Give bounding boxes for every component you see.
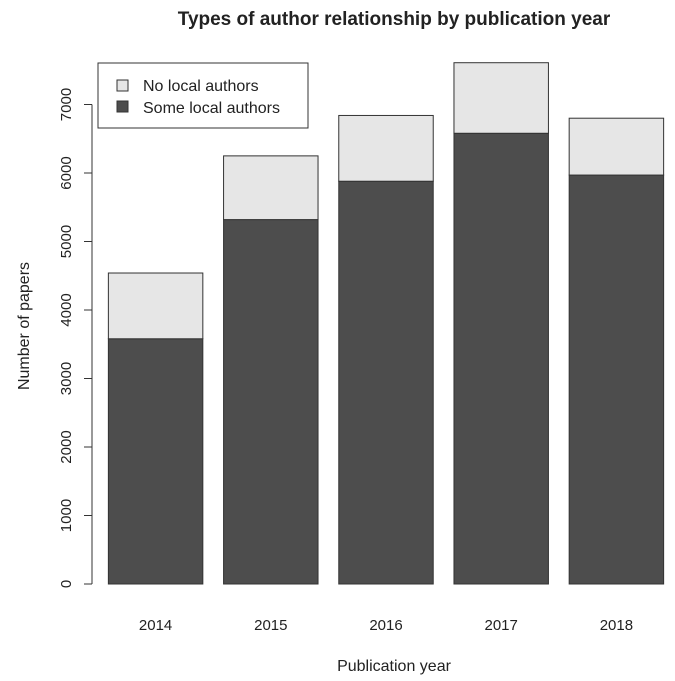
- bar-2017-some-local: [453, 132, 549, 585]
- y-axis-tick-label: 4000: [58, 293, 75, 326]
- legend-label-no-local: No local authors: [143, 78, 259, 95]
- bar-2018-some-local: [568, 174, 665, 585]
- x-axis-tick-label: 2015: [254, 617, 287, 634]
- bar-2014-no-local: [107, 272, 204, 340]
- x-axis-tick-label: 2018: [600, 617, 633, 634]
- y-axis-tick-label: 2000: [58, 430, 75, 463]
- legend-swatch-no-local: [116, 79, 129, 92]
- x-axis-tick-label: 2017: [485, 617, 518, 634]
- x-axis-tick-label: 2016: [369, 617, 402, 634]
- y-axis-tick-label: 3000: [58, 362, 75, 395]
- bar-2018-no-local: [568, 117, 665, 176]
- y-axis-tick-label: 5000: [58, 225, 75, 258]
- bar-2017-no-local: [453, 62, 549, 134]
- y-axis-tick-label: 7000: [58, 88, 75, 121]
- y-axis-tick-label: 6000: [58, 156, 75, 189]
- bar-2016-some-local: [338, 180, 434, 585]
- bars: [107, 62, 665, 585]
- x-axis-tick-labels: 2014 2015 2016 2017 2018: [139, 617, 633, 634]
- y-axis-label: Number of papers: [16, 262, 33, 390]
- legend-label-some-local: Some local authors: [143, 100, 280, 117]
- bar-2014-some-local: [107, 338, 204, 585]
- y-axis-tick-label: 1000: [58, 499, 75, 532]
- bar-2015-no-local: [223, 155, 319, 221]
- chart-title: Types of author relationship by publicat…: [178, 9, 611, 30]
- x-axis-label: Publication year: [337, 658, 452, 675]
- legend: No local authors Some local authors: [97, 62, 309, 129]
- bar-2016-no-local: [338, 114, 434, 182]
- y-axis-tick-label: 0: [58, 580, 75, 588]
- x-axis-tick-label: 2014: [139, 617, 172, 634]
- legend-box: [97, 62, 309, 129]
- y-axis: 0 1000 2000 3000 4000 5000 6000 7000: [58, 88, 93, 588]
- bar-2015-some-local: [223, 219, 319, 585]
- legend-swatch-some-local: [116, 100, 129, 113]
